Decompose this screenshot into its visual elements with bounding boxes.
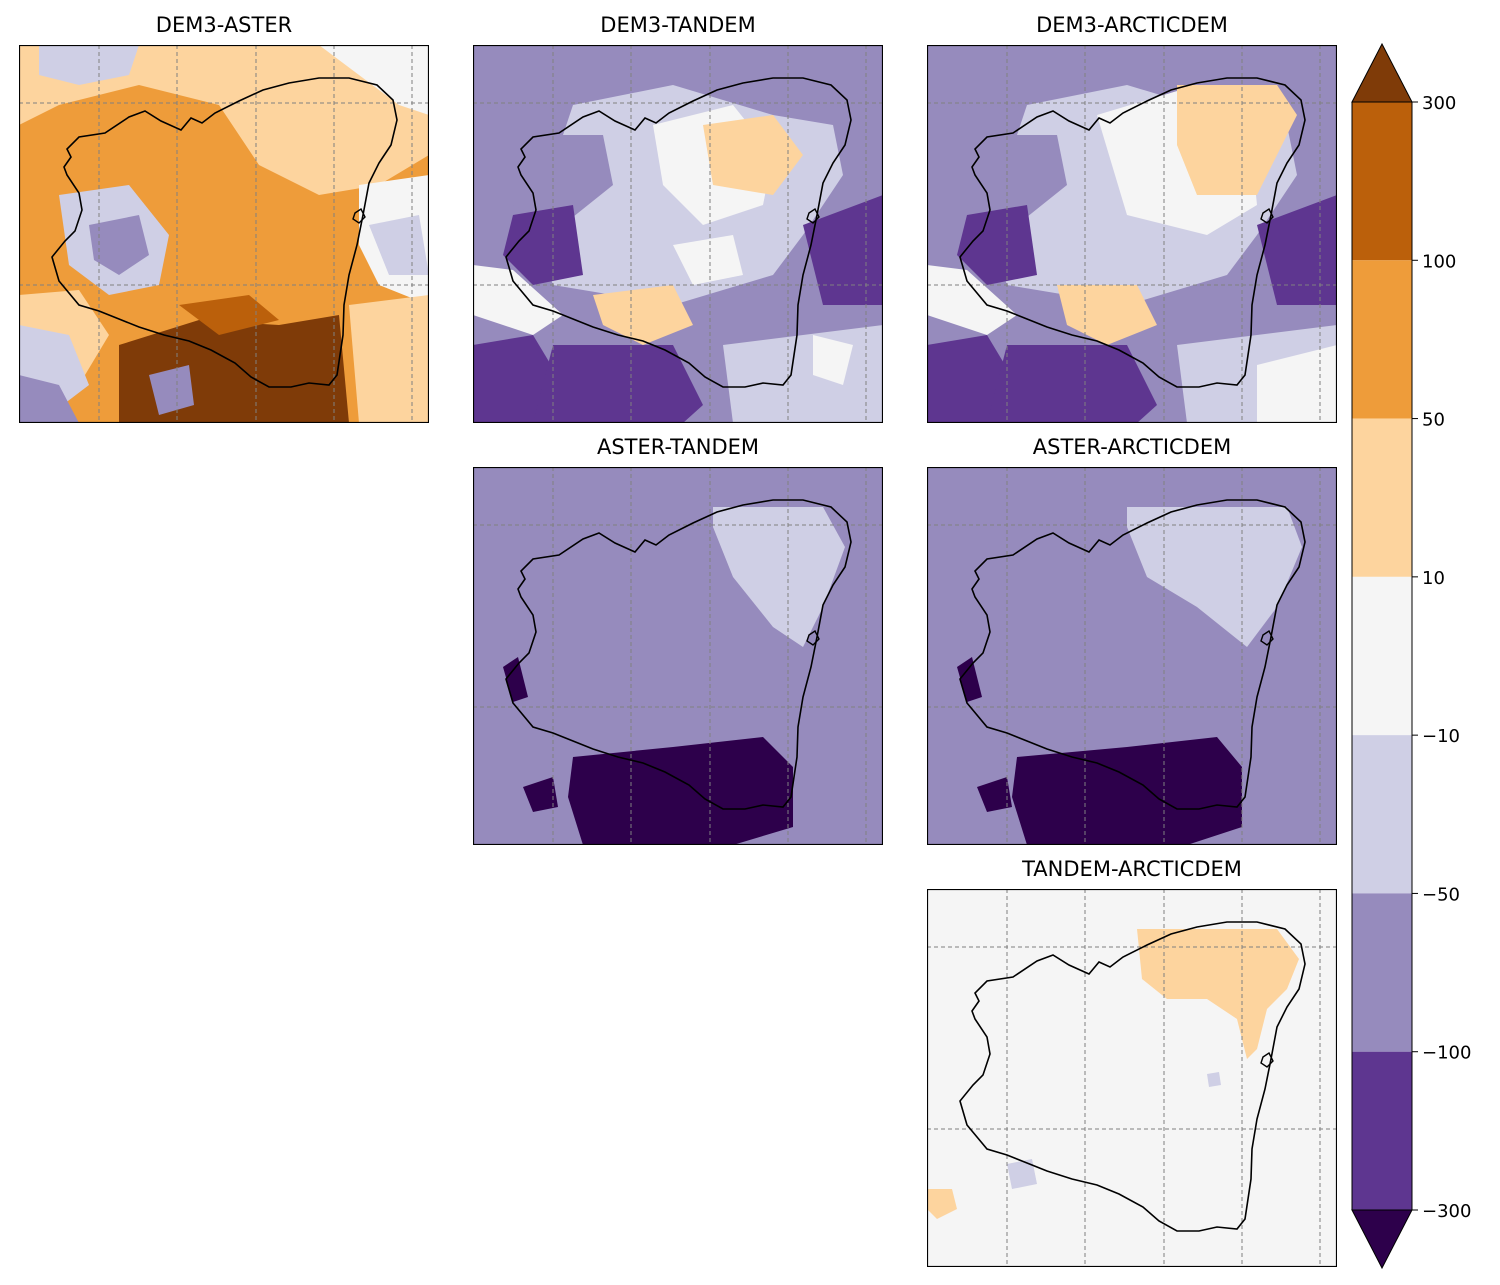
map-panel-tandem-arcticdem [927,889,1337,1267]
map-region [967,135,1067,225]
colorbar-tick-label: 10 [1422,568,1445,589]
panel-title-dem3-aster: DEM3-ASTER [155,13,293,37]
map-region [503,657,528,702]
colorbar-bin [1352,576,1412,736]
map-region [503,205,583,285]
island-outline [959,77,1306,388]
map-region [673,235,743,285]
axes-frame [927,45,1337,423]
colorbar-extend-max [1351,42,1413,103]
map-region [19,375,79,423]
map-panel-dem3-tandem [473,45,883,423]
map-panel-aster-arcticdem [927,467,1337,845]
colorbar-tick-label: −50 [1422,884,1460,905]
axes-frame [473,467,883,845]
map-panel-aster-tandem [473,467,883,845]
colorbar-bin [1352,893,1412,1052]
map-region [1257,345,1337,423]
island-outline [505,77,852,388]
map-region [1257,195,1337,305]
map-region [319,45,429,115]
map-region [533,345,703,423]
island-outline [959,921,1306,1232]
map-region [1057,285,1157,345]
map-region [149,365,194,415]
colorbar-frame [1351,101,1413,1211]
map-region [987,345,1157,423]
panel-title-tandem-arcticdem: TANDEM-ARCTICDEM [1022,857,1242,881]
colorbar-tick-label: −300 [1422,1201,1471,1222]
axes-frame [19,45,429,423]
map-region [1137,929,1299,1059]
colorbar-extend-min [1351,1209,1413,1270]
colorbar-bin [1352,418,1412,577]
map-field [473,467,883,845]
colorbar-tick-label: −100 [1422,1043,1471,1064]
map-region [473,265,563,335]
map-region [713,507,845,647]
map-region [179,295,279,335]
map-region [523,777,558,812]
map-region [803,195,883,305]
island-outline [959,499,1306,810]
map-region [927,1189,957,1219]
colorbar-bin [1352,735,1412,894]
map-region [1007,1159,1037,1189]
map-region [349,295,429,423]
colorbar-bin [1352,1051,1412,1210]
map-region [813,335,853,385]
coast-inlet [1260,629,1274,646]
panel-title-dem3-tandem: DEM3-TANDEM [600,13,756,37]
panel-title-aster-tandem: ASTER-TANDEM [596,435,759,459]
map-region [1207,1072,1221,1087]
coast-inlet [352,207,366,224]
map-region [568,737,793,845]
map-region [1127,507,1302,647]
map-region [1177,85,1297,195]
map-region [19,45,429,195]
map-panel-dem3-aster [19,45,429,423]
map-field [927,45,1337,423]
colorbar-tick-label: 100 [1422,251,1456,272]
map-field [473,45,883,423]
map-region [927,265,1017,335]
map-region [957,205,1037,285]
island-outline [505,499,852,810]
map-region [369,215,429,275]
map-field [19,45,429,423]
axes-frame [927,889,1337,1267]
panel-title-aster-arcticdem: ASTER-ARCTICDEM [1032,435,1232,459]
map-region [89,215,149,275]
map-region [39,45,139,85]
map-panel-dem3-arcticdem [927,45,1337,423]
map-field [927,889,1337,1267]
coast-inlet [1260,1051,1274,1068]
map-region [957,657,982,702]
colorbar-bin [1352,260,1412,419]
colorbar-tick-label: 50 [1422,410,1445,431]
coast-inlet [1260,207,1274,224]
colorbar-tick-label: −10 [1422,726,1460,747]
map-region [703,115,803,195]
map-region [977,777,1012,812]
map-region [593,285,693,345]
coast-inlet [806,629,820,646]
colorbar: 300 100 50 10 −10 −50 −100 −300 [1340,40,1500,1280]
axes-frame [473,45,883,423]
island-outline [51,77,398,388]
axes-frame [927,467,1337,845]
map-region [1012,737,1242,845]
map-field [927,467,1337,845]
colorbar-bin [1352,102,1412,261]
panel-title-dem3-arcticdem: DEM3-ARCTICDEM [1036,13,1228,37]
colorbar-tick-label: 300 [1422,93,1456,114]
map-region [513,135,613,225]
coast-inlet [806,207,820,224]
